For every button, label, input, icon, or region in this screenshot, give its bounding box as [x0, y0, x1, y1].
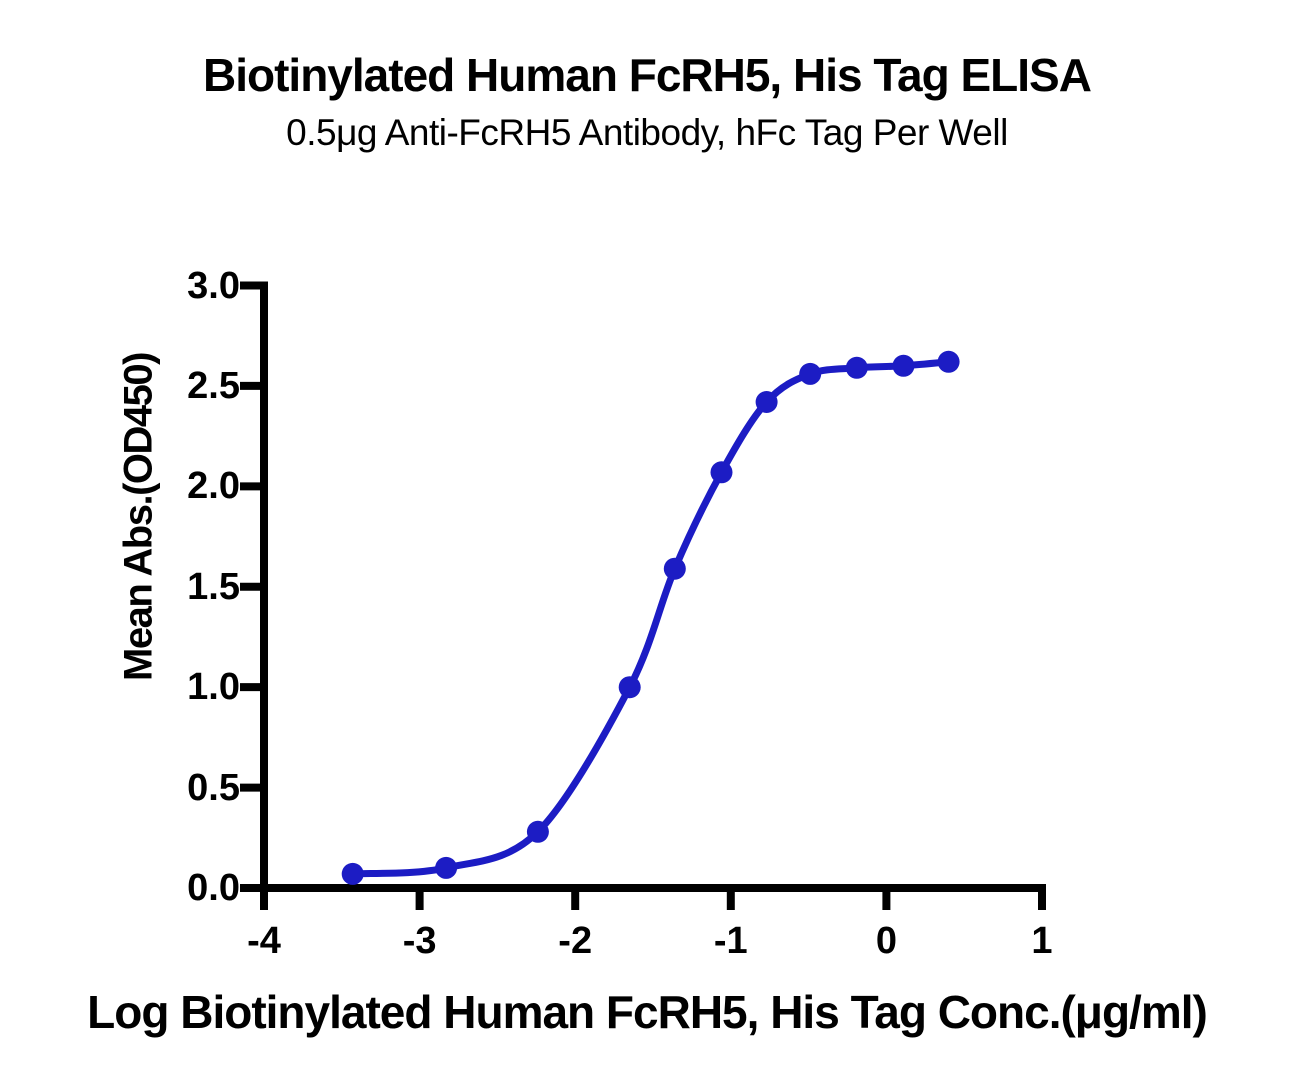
chart-subtitle: 0.5μg Anti-FcRH5 Antibody, hFc Tag Per W…	[286, 112, 1008, 153]
fit-curve	[349, 358, 953, 878]
data-point-marker	[755, 391, 778, 413]
data-point-marker	[341, 862, 364, 885]
data-point-marker	[937, 350, 960, 373]
data-point-marker	[435, 856, 458, 879]
data-point-marker	[526, 820, 549, 843]
chart-title: Biotinylated Human FcRH5, His Tag ELISA	[203, 49, 1092, 101]
data-point-marker	[663, 557, 686, 580]
data-point-marker	[845, 356, 868, 379]
data-point-marker	[710, 461, 733, 484]
data-point-marker	[892, 354, 915, 377]
data-point-marker	[618, 676, 641, 699]
x-axis-title: Log Biotinylated Human FcRH5, His Tag Co…	[87, 986, 1208, 1038]
data-point-marker	[799, 362, 822, 385]
y-axis-title: Mean Abs.(OD450)	[116, 353, 161, 681]
